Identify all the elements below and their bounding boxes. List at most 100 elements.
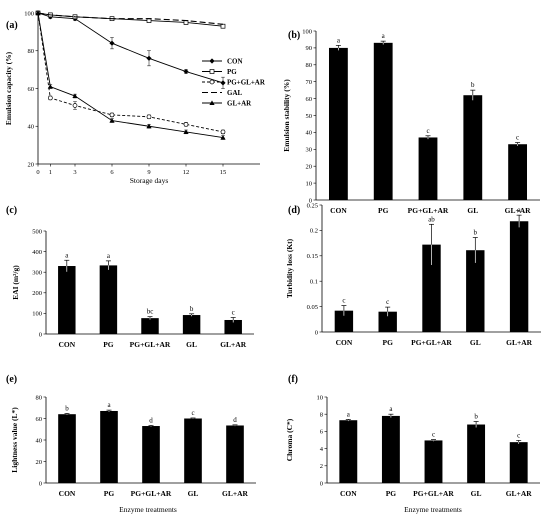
legend-label: CON [227,58,243,66]
x-tick-label: 15 [220,169,227,176]
category-label: CON [336,338,353,347]
significance-letter: c [386,298,389,306]
bar [141,318,159,334]
bar [378,311,397,332]
y-tick-label: 20 [36,459,43,466]
category-label: GL+AR [506,489,533,498]
category-label: PG [386,489,397,498]
category-label: GL [470,338,481,347]
category-label: PG+GL+AR [413,489,454,498]
category-label: GL [471,489,482,498]
y-tick-label: 10 [317,394,324,401]
point-marker [220,80,226,86]
significance-letter: c [517,431,520,439]
bar [509,221,529,332]
bar [184,418,202,483]
category-label: CON [58,340,75,349]
category-label: GL+AR [222,489,249,498]
y-tick-label: 400 [32,249,42,256]
y-tick-label: 90 [306,45,313,52]
bar [424,440,443,483]
significance-letter: a [107,252,111,260]
significance-letter: c [232,309,235,317]
category-label: PG [103,340,114,349]
point-marker [109,117,115,123]
y-tick-label: 60 [28,86,35,93]
series-line [37,12,224,139]
category-label: GL [186,340,197,349]
significance-letter: b [474,229,478,237]
y-tick-label: 80 [28,48,35,55]
y-tick-label: 20 [306,164,313,171]
bar [509,442,528,483]
point-marker [109,40,115,46]
category-label: CON [330,206,347,215]
y-tick-label: 0.15 [307,253,318,260]
point-marker [183,122,189,127]
point-marker [35,10,41,15]
category-label: GL [467,206,478,215]
bar [418,137,438,200]
category-label: GL+AR [505,206,532,215]
legend-label: PG [227,68,237,76]
y-tick-label: 500 [32,228,42,235]
significance-letter: a [107,401,111,409]
bar [100,410,118,483]
bar [381,415,400,483]
y-tick-label: 2 [320,463,323,470]
x-tick-label: 3 [73,169,76,176]
y-tick-label: 30 [306,147,313,154]
x-tick-label: 0 [36,169,39,176]
significance-letter: b [474,413,478,421]
bar [328,47,348,201]
category-label: PG+GL+AR [130,340,171,349]
bar [463,95,483,200]
y-tick-label: 0 [320,480,323,487]
y-tick-label: 60 [36,416,43,423]
y-tick-label: 300 [32,270,42,277]
significance-letter: d [233,416,237,424]
significance-letter: a [382,32,386,40]
category-label: CON [59,489,76,498]
y-tick-label: 10 [306,180,313,187]
point-marker [109,112,115,118]
bar [226,425,244,483]
category-label: GL+AR [506,338,533,347]
point-marker [146,123,152,129]
category-label: GL [188,489,199,498]
point-marker [220,134,226,140]
y-tick-label: 20 [28,161,35,168]
x-tick-label: 9 [147,169,150,176]
legend-label: GL+AR [227,100,252,108]
panel-label: (b) [288,30,300,41]
significance-letter: bc [147,308,154,316]
bar [339,420,358,483]
y-axis-label: Chroma (C*) [285,418,294,461]
x-axis-label: Enzyme treatments [404,505,462,514]
y-tick-label: 0.05 [307,304,318,311]
point-marker [183,68,189,75]
y-tick-label: 80 [36,394,43,401]
panel-label: (f) [288,374,298,385]
point-marker [209,58,215,64]
category-label: PG+GL+AR [131,489,172,498]
series-line [37,12,224,27]
category-label: GL+AR [220,340,247,349]
y-tick-label: 0 [39,331,42,338]
significance-letter: a [65,251,69,259]
significance-letter: a [389,405,393,413]
y-tick-label: 100 [24,10,34,17]
y-axis-label: Emulsion capacity (%) [4,51,13,125]
category-label: PG+GL+AR [408,206,449,215]
category-label: CON [340,489,357,498]
significance-letter: a [347,410,351,418]
panel-label: (e) [6,374,17,385]
bar [373,42,393,200]
y-tick-label: 40 [306,130,313,137]
bar [467,424,486,483]
significance-letter: d [149,416,153,424]
significance-letter: c [191,409,194,417]
point-marker [183,129,189,134]
panel-label: (a) [6,20,18,31]
